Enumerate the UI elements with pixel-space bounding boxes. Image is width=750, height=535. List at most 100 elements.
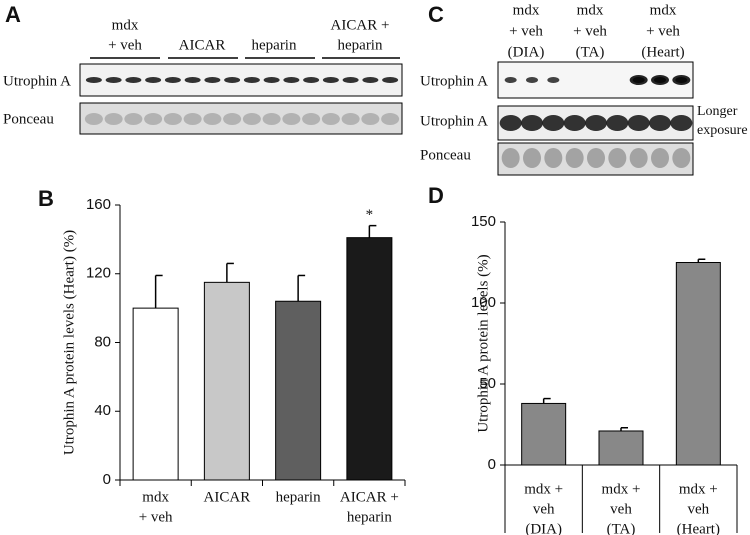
blot-band xyxy=(164,77,181,83)
blot-band xyxy=(322,77,339,83)
blot-band xyxy=(144,113,163,125)
note: exposure xyxy=(697,123,748,138)
y-tick-label: 50 xyxy=(479,375,496,392)
y-tick-label: 160 xyxy=(86,196,111,213)
lane-group-label: mdx xyxy=(577,2,604,18)
panel-label: B xyxy=(38,186,54,211)
lane-group-label: + veh xyxy=(646,23,680,39)
blot-band xyxy=(629,148,648,168)
x-tick-label: veh xyxy=(533,501,555,517)
blot-band xyxy=(362,77,379,83)
x-tick-label: (DIA) xyxy=(525,521,562,535)
blot-band xyxy=(651,148,669,168)
row-label: Ponceau xyxy=(3,111,54,127)
blot-band xyxy=(303,77,320,83)
blot-band xyxy=(105,77,122,83)
blot-band xyxy=(341,113,360,125)
blot-band xyxy=(565,148,584,168)
x-tick-label: AICAR + xyxy=(340,489,399,505)
row-label: Ponceau xyxy=(420,147,471,163)
blot-band xyxy=(672,75,691,85)
blot-band xyxy=(223,113,242,125)
blot-band xyxy=(242,113,261,125)
blot-band xyxy=(263,77,280,83)
blot-band xyxy=(85,77,102,83)
blot-band xyxy=(84,113,103,125)
blot-band xyxy=(651,75,669,85)
blot-band xyxy=(361,113,380,125)
blot-band xyxy=(526,77,538,83)
x-tick-label: mdx + xyxy=(679,481,718,497)
y-axis-label: Utrophin A protein levels (%) xyxy=(475,254,491,432)
blot-band xyxy=(163,113,182,125)
blot-band xyxy=(542,115,565,131)
blot-band xyxy=(243,77,260,83)
lane-group-label: (Heart) xyxy=(641,44,684,60)
bar xyxy=(275,300,322,481)
blot-band xyxy=(183,113,202,125)
panel-label: A xyxy=(5,2,21,27)
lane-group-label: heparin xyxy=(252,37,297,53)
y-tick-label: 100 xyxy=(471,294,496,311)
blot-band xyxy=(125,77,142,83)
blot-band xyxy=(523,148,541,168)
blot-band xyxy=(321,113,340,125)
lane-group-label: + veh xyxy=(108,37,142,53)
blot-band xyxy=(342,77,359,83)
blot-band xyxy=(501,148,520,168)
bar xyxy=(675,262,721,466)
lane-group-label: (DIA) xyxy=(508,44,545,60)
bar xyxy=(521,402,567,466)
blot-band xyxy=(282,113,301,125)
blot-band xyxy=(204,77,221,83)
x-tick-label: veh xyxy=(610,501,632,517)
blot-band xyxy=(203,113,222,125)
y-tick-label: 40 xyxy=(94,402,111,419)
lane-group-label: mdx xyxy=(112,17,139,33)
blot-band xyxy=(606,115,629,131)
blot-band xyxy=(670,115,693,131)
lane-group-label: mdx xyxy=(650,2,677,18)
blot-band xyxy=(608,148,627,168)
x-tick-label: (Heart) xyxy=(677,521,720,535)
blot-band xyxy=(587,148,605,168)
bar xyxy=(132,307,179,481)
bar xyxy=(598,430,644,466)
blot-band xyxy=(563,115,586,131)
note: Longer xyxy=(697,104,738,119)
lane-group-label: AICAR + xyxy=(331,17,390,33)
blot-band xyxy=(302,113,321,125)
blot-band xyxy=(672,148,691,168)
x-tick-label: mdx xyxy=(142,489,169,505)
annotation: * xyxy=(366,207,374,223)
y-tick-label: 150 xyxy=(471,213,496,230)
x-tick-label: AICAR xyxy=(204,489,251,505)
y-tick-label: 80 xyxy=(94,333,111,350)
lane-group-label: heparin xyxy=(338,37,383,53)
x-tick-label: (TA) xyxy=(607,521,636,535)
y-axis-label: Utrophin A protein levels (Heart) (%) xyxy=(61,230,77,455)
bar xyxy=(203,281,250,481)
blot-band xyxy=(184,77,201,83)
lane-group-label: AICAR xyxy=(179,37,226,53)
blot-band xyxy=(629,75,648,85)
y-tick-label: 0 xyxy=(103,471,111,488)
bar xyxy=(346,237,393,481)
blot-band xyxy=(124,113,143,125)
blot-band xyxy=(521,115,543,131)
x-tick-label: mdx + xyxy=(524,481,563,497)
lane-group-label: + veh xyxy=(573,23,607,39)
blot-band xyxy=(499,115,522,131)
blot-band xyxy=(283,77,300,83)
blot-band xyxy=(104,113,123,125)
blot-band xyxy=(381,113,400,125)
x-tick-label: heparin xyxy=(347,509,392,525)
blot-band xyxy=(585,115,607,131)
x-tick-label: heparin xyxy=(276,489,321,505)
panel-label: D xyxy=(428,183,444,208)
blot-band xyxy=(544,148,563,168)
lane-group-label: mdx xyxy=(513,2,540,18)
blot-band xyxy=(649,115,671,131)
